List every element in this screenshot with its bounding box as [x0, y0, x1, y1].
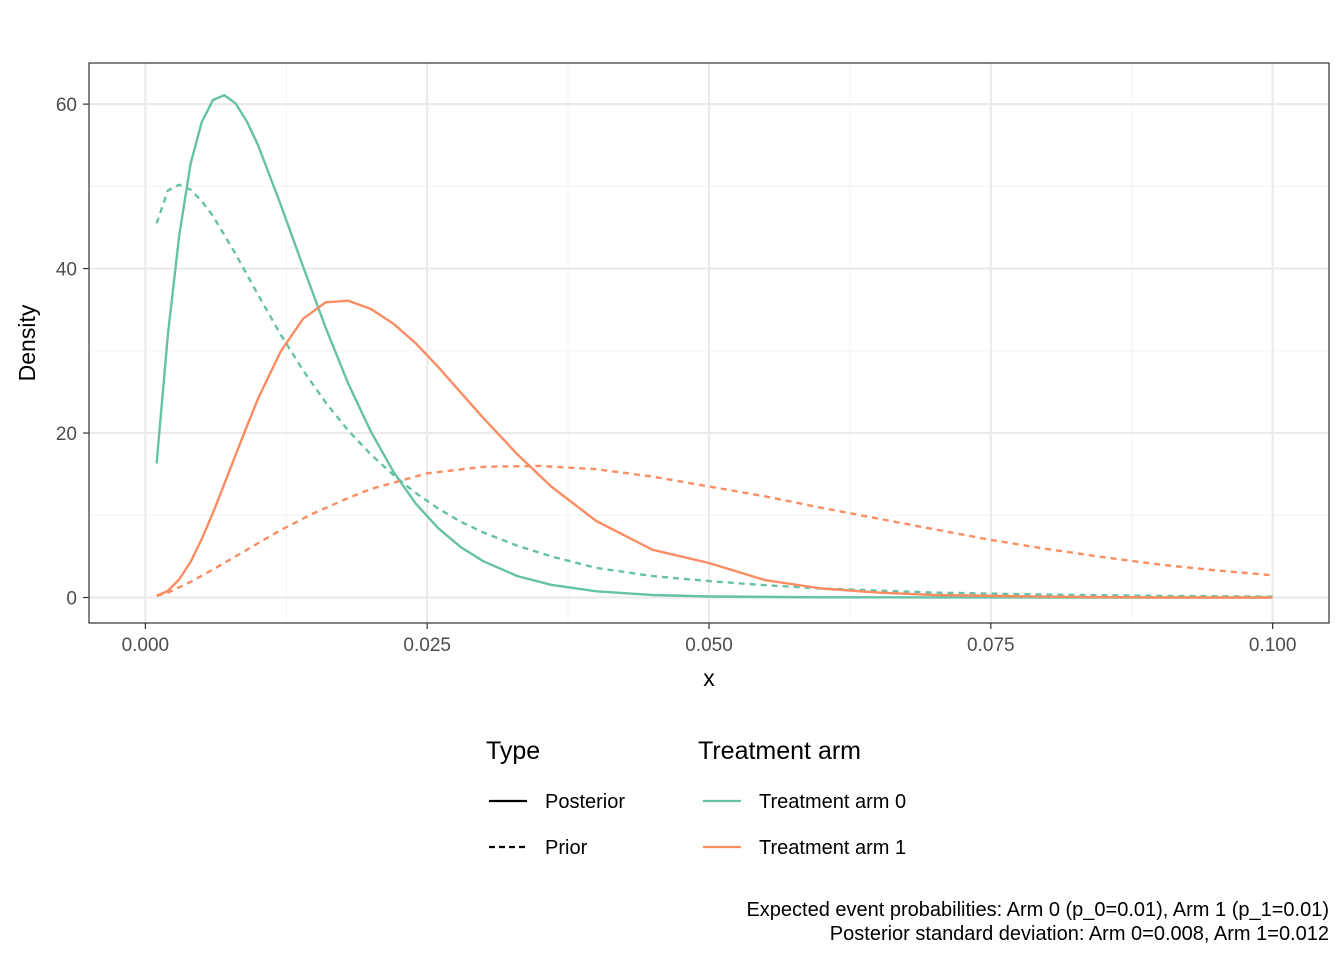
- legend: Type Posterior Prior Treatment arm Treat…: [486, 737, 906, 859]
- x-tick-label: 0.025: [403, 635, 451, 656]
- treatment-arm-1-prior-line: [156, 464, 1273, 598]
- legend-posterior-label: Posterior: [545, 791, 625, 813]
- y-tick-label: 60: [56, 95, 77, 116]
- legend-prior-label: Prior: [545, 837, 588, 859]
- treatment-arm-0-posterior-line: [155, 93, 1273, 599]
- x-tick-label: 0.100: [1249, 635, 1297, 656]
- density-series: [155, 93, 1273, 599]
- legend-arm1-label: Treatment arm 1: [759, 837, 906, 859]
- y-tick-label: 20: [56, 424, 77, 445]
- grid-lines: [89, 63, 1329, 623]
- caption-line-2: Posterior standard deviation: Arm 0=0.00…: [830, 923, 1329, 945]
- x-tick-label: 0.000: [122, 635, 170, 656]
- x-tick-label: 0.050: [685, 635, 733, 656]
- x-tick-label: 0.075: [967, 635, 1015, 656]
- y-tick-label: 40: [56, 260, 77, 281]
- y-axis-title: Density: [14, 304, 40, 381]
- legend-type-title: Type: [486, 737, 540, 765]
- legend-arm0-label: Treatment arm 0: [759, 791, 906, 813]
- x-axis-title: x: [703, 665, 715, 691]
- axis-ticks: 0.000 0.025 0.050 0.075 0.100 0 20 40 60: [56, 95, 1297, 656]
- legend-arm-title: Treatment arm: [698, 737, 861, 765]
- treatment-arm-0-prior-line: [155, 183, 1273, 598]
- treatment-arm-1-posterior-line: [156, 299, 1273, 599]
- caption-line-1: Expected event probabilities: Arm 0 (p_0…: [746, 899, 1329, 921]
- y-tick-label: 0: [66, 589, 77, 610]
